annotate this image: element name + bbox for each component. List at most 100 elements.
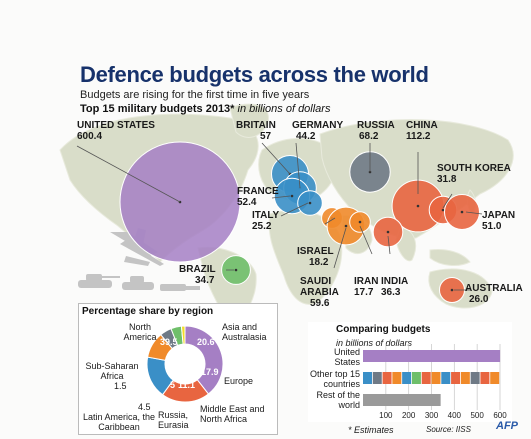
compare-label-us: United States [333, 347, 360, 367]
bubble-center-dot [308, 201, 312, 205]
leader-line-italy [280, 202, 309, 217]
label-south-korea: SOUTH KOREA 31.8 [437, 163, 511, 185]
compare-tick-label: 100 [379, 411, 393, 420]
region-label-sub-saharan: Sub-Saharan Africa 1.5 [82, 361, 142, 391]
compare-bar-other-segment [402, 372, 412, 384]
donut-value-asia: 20.6 [197, 337, 215, 347]
country-value: 31.8 [437, 174, 457, 185]
compare-tick-label: 500 [470, 411, 484, 420]
country-name: AUSTRALIA [465, 283, 523, 294]
region-share-panel [78, 303, 278, 435]
map-heading-text: Top 15 military budgets 2013* [80, 103, 235, 115]
label-brazil: BRAZIL 34.7 [179, 264, 216, 286]
label-united-states: UNITED STATES 600.4 [77, 120, 155, 142]
compare-label-rest: Rest of the world [316, 390, 360, 410]
region-name: Middle East and North Africa [200, 404, 265, 424]
donut-value-north-america: 39.5 [160, 337, 178, 347]
compare-bar-other-segment [372, 372, 382, 384]
region-label-russia-eurasia: Russia, Eurasia [158, 410, 198, 430]
donut-value-middle-east: 11.1 [178, 380, 196, 390]
compare-bar-rest [363, 394, 441, 406]
country-name: ISRAEL [297, 246, 334, 257]
leader-line-japan [465, 211, 483, 215]
compare-bar-other-segment [392, 372, 402, 384]
country-name: FRANCE [237, 186, 279, 197]
label-france: FRANCE 52.4 [237, 186, 279, 208]
region-label-middle-east: Middle East and North Africa [200, 404, 274, 424]
compare-bar-other-segment [382, 372, 392, 384]
country-name: JAPAN [482, 210, 516, 221]
label-israel: ISRAEL 18.2 [297, 246, 334, 268]
region-label-asia: Asia and Australasia [222, 322, 270, 342]
leader-line-iran [359, 225, 373, 255]
region-name: Russia, Eurasia [158, 410, 189, 430]
donut-value-russia-eurasia: 5 [170, 380, 176, 390]
label-britain: BRITAIN 57 [236, 120, 276, 142]
page-title: Defence budgets across the world [80, 62, 429, 87]
leader-line-britain [261, 142, 291, 175]
country-name: BRITAIN [236, 120, 276, 131]
country-name: CHINA [406, 120, 438, 131]
compare-bar-other-segment [421, 372, 431, 384]
region-label-latin-america: 4.5 Latin America, the Caribbean [82, 402, 156, 432]
region-name: Latin America, the Caribbean [82, 412, 156, 432]
compare-bar-other-segment [490, 372, 500, 384]
leader-line-south-korea [442, 193, 453, 209]
label-australia: AUSTRALIA 26.0 [465, 283, 523, 305]
region-name: North America [123, 322, 157, 342]
donut-value-europe: 17.9 [201, 367, 219, 377]
country-value: 26.0 [469, 294, 489, 305]
donut-segment-north-america [184, 325, 224, 395]
country-name: BRAZIL [179, 264, 216, 275]
label-russia: RUSSIA 68.2 [357, 120, 395, 142]
country-value: 25.2 [252, 221, 272, 232]
region-name: Sub-Saharan Africa [85, 361, 139, 381]
label-iran: IRAN 17.7 [354, 276, 378, 298]
compare-bar-other-segment [480, 372, 490, 384]
region-share-heading: Percentage share by region [82, 306, 214, 317]
footnote: * Estimates [348, 425, 394, 435]
compare-tick-label: 300 [425, 411, 439, 420]
region-name: Asia and Australasia [222, 322, 267, 342]
afp-logo: AFP [496, 420, 518, 432]
compare-tick-label: 400 [448, 411, 462, 420]
country-name: IRAN [354, 276, 379, 287]
compare-bar-other-segment [363, 372, 372, 384]
bubble-center-dot [386, 230, 390, 234]
bubble-center-dot [450, 288, 454, 292]
leader-line-india [387, 235, 391, 255]
country-name: UNITED STATES [77, 120, 155, 131]
compare-bar-other-segment [470, 372, 480, 384]
map-heading: Top 15 military budgets 2013* in billion… [80, 104, 330, 115]
bubble-center-dot [441, 208, 445, 212]
donut-segment-sub-saharan-africa [180, 325, 186, 345]
country-name: RUSSIA [357, 120, 395, 131]
country-value: 51.0 [482, 221, 502, 232]
country-value: 57 [260, 131, 272, 142]
compare-label-other: Other top 15 countries [309, 369, 360, 389]
country-value: 52.4 [237, 197, 257, 208]
bubble-center-dot [344, 224, 348, 228]
country-name: SAUDI ARABIA [300, 276, 339, 298]
country-value: 34.7 [195, 275, 215, 286]
compare-bar-other-segment [451, 372, 461, 384]
bubble-center-dot [290, 194, 294, 198]
bubble-center-dot [416, 204, 420, 208]
country-name: INDIA [381, 276, 409, 287]
source: Source: IISS [426, 425, 471, 434]
comparing-heading: Comparing budgets [336, 324, 431, 335]
compare-tick-label: 200 [402, 411, 416, 420]
leader-line-united-states [76, 145, 181, 203]
map-heading-unit: in billions of dollars [237, 103, 331, 115]
comparing-unit: in billions of dollars [336, 338, 413, 348]
region-value: 4.5 [138, 402, 151, 412]
bubble-center-dot [460, 210, 464, 214]
compare-bar-us [363, 350, 501, 362]
country-value: 600.4 [77, 131, 103, 142]
bubble-center-dot [358, 220, 362, 224]
country-value: 36.3 [381, 287, 401, 298]
